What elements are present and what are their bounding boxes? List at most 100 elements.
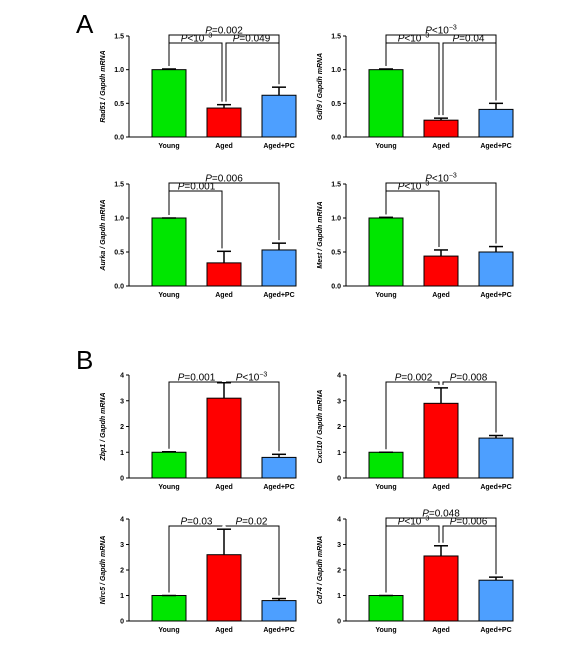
- p-value: =0.002: [212, 26, 243, 37]
- p-exponent: −3: [421, 516, 429, 523]
- category-label: Young: [158, 627, 179, 634]
- y-tick-label: 0.0: [331, 284, 341, 291]
- significance-bracket: [442, 381, 497, 433]
- p-value: =0.006: [212, 174, 243, 185]
- p-value-label: P=0.001: [178, 182, 216, 193]
- y-tick-label: 2: [337, 568, 341, 575]
- y-tick-label: 0.5: [331, 250, 341, 257]
- p-value-label: P=0.03: [181, 517, 213, 528]
- p-value: =0.002: [401, 373, 432, 384]
- bar: [478, 108, 514, 138]
- category-label: Aged: [215, 484, 233, 491]
- category-label: Aged+PC: [480, 484, 511, 491]
- bar: [261, 94, 297, 138]
- p-value-label: P=0.006: [205, 174, 243, 185]
- bar: [261, 249, 297, 287]
- y-axis-label: Cd74 / Gapdh mRNA: [317, 536, 324, 604]
- p-value: =0.008: [456, 373, 487, 384]
- y-axis-label: Rad51 / Gapdh mRNA: [100, 50, 107, 122]
- bar: [423, 555, 459, 622]
- y-tick-label: 4: [337, 517, 341, 524]
- significance-bracket: [385, 42, 440, 116]
- bar: [206, 262, 242, 287]
- p-value-label: P=0.048: [422, 509, 460, 520]
- p-value-label: P<10−3: [425, 25, 457, 37]
- p-symbol: P: [425, 26, 432, 37]
- p-value-label: P=0.002: [395, 373, 433, 384]
- y-tick-label: 0: [337, 619, 341, 626]
- category-label: Aged: [215, 627, 233, 634]
- category-label: Young: [158, 143, 179, 150]
- y-axis-label: Zbp1 / Gapdh mRNA: [100, 392, 107, 461]
- y-tick-label: 2: [120, 568, 124, 575]
- bar: [478, 579, 514, 622]
- chart-2: 0.0 0.5 1.0 1.5 Gdf9 / Gapdh mRNA Young Aged Ag…: [317, 25, 514, 150]
- bar: [478, 437, 514, 479]
- bar: [151, 217, 187, 287]
- p-value-label: P<10−3: [236, 372, 268, 384]
- p-value-label: P=0.049: [233, 34, 271, 45]
- p-symbol: P: [395, 373, 402, 384]
- p-exponent: −3: [421, 181, 429, 188]
- p-exponent: −3: [449, 173, 457, 180]
- bar: [368, 69, 404, 138]
- y-tick-label: 1: [337, 450, 341, 457]
- p-symbol: P: [178, 373, 185, 384]
- significance-bracket: [442, 42, 497, 116]
- significance-bracket: [168, 190, 223, 249]
- category-label: Young: [375, 143, 396, 150]
- p-symbol: P: [453, 34, 460, 45]
- y-tick-label: 1: [337, 593, 341, 600]
- chart-1: 0.0 0.5 1.0 1.5 Rad51 / Gapdh mRNA Young Aged A…: [100, 26, 297, 150]
- y-tick-label: 0: [120, 476, 124, 483]
- category-label: Aged+PC: [263, 484, 294, 491]
- y-tick-label: 1.0: [331, 216, 341, 223]
- y-tick-label: 0.5: [331, 101, 341, 108]
- p-value: <10: [432, 26, 449, 37]
- chart-7: 0 1 2 3 4 Nlrc5 / Gapdh mRNA Young Aged Aged+PC P…: [100, 517, 297, 634]
- p-symbol: P: [181, 34, 188, 45]
- y-tick-label: 1.5: [331, 34, 341, 41]
- significance-bracket: [226, 381, 280, 452]
- category-label: Aged+PC: [263, 292, 294, 299]
- p-value: =0.001: [184, 373, 215, 384]
- bar: [151, 595, 187, 622]
- p-value-label: P<10−3: [398, 181, 430, 193]
- p-value: <10: [242, 373, 259, 384]
- p-exponent: −3: [449, 25, 457, 32]
- significance-bracket: [385, 190, 440, 247]
- y-tick-label: 3: [120, 542, 124, 549]
- category-label: Young: [158, 484, 179, 491]
- y-tick-label: 3: [120, 398, 124, 405]
- p-value: <10: [404, 517, 421, 528]
- chart-4: 0.0 0.5 1.0 1.5 Mest / Gapdh mRNA Young Aged Ag…: [317, 173, 514, 299]
- y-tick-label: 3: [337, 542, 341, 549]
- y-tick-label: 3: [337, 398, 341, 405]
- category-label: Young: [158, 292, 179, 299]
- significance-bracket: [168, 381, 222, 449]
- y-tick-label: 0.0: [331, 135, 341, 142]
- y-tick-label: 1.5: [331, 182, 341, 189]
- bar: [151, 451, 187, 479]
- p-value-label: P<10−3: [181, 33, 213, 45]
- y-tick-label: 0: [337, 476, 341, 483]
- bar: [368, 595, 404, 622]
- bar: [261, 600, 297, 622]
- category-label: Aged: [432, 627, 450, 634]
- p-value: =0.048: [429, 509, 460, 520]
- y-tick-label: 1.0: [114, 216, 124, 223]
- y-tick-label: 0: [120, 619, 124, 626]
- p-symbol: P: [181, 517, 188, 528]
- p-symbol: P: [398, 517, 405, 528]
- p-value-label: P<10−3: [398, 516, 430, 528]
- bar: [368, 451, 404, 479]
- panel-letter-a: A: [76, 9, 94, 39]
- p-value: <10: [432, 174, 449, 185]
- category-label: Young: [375, 292, 396, 299]
- p-symbol: P: [450, 517, 457, 528]
- y-tick-label: 1.5: [114, 34, 124, 41]
- bar: [478, 251, 514, 287]
- significance-bracket: [225, 42, 280, 102]
- p-value-label: P=0.008: [450, 373, 488, 384]
